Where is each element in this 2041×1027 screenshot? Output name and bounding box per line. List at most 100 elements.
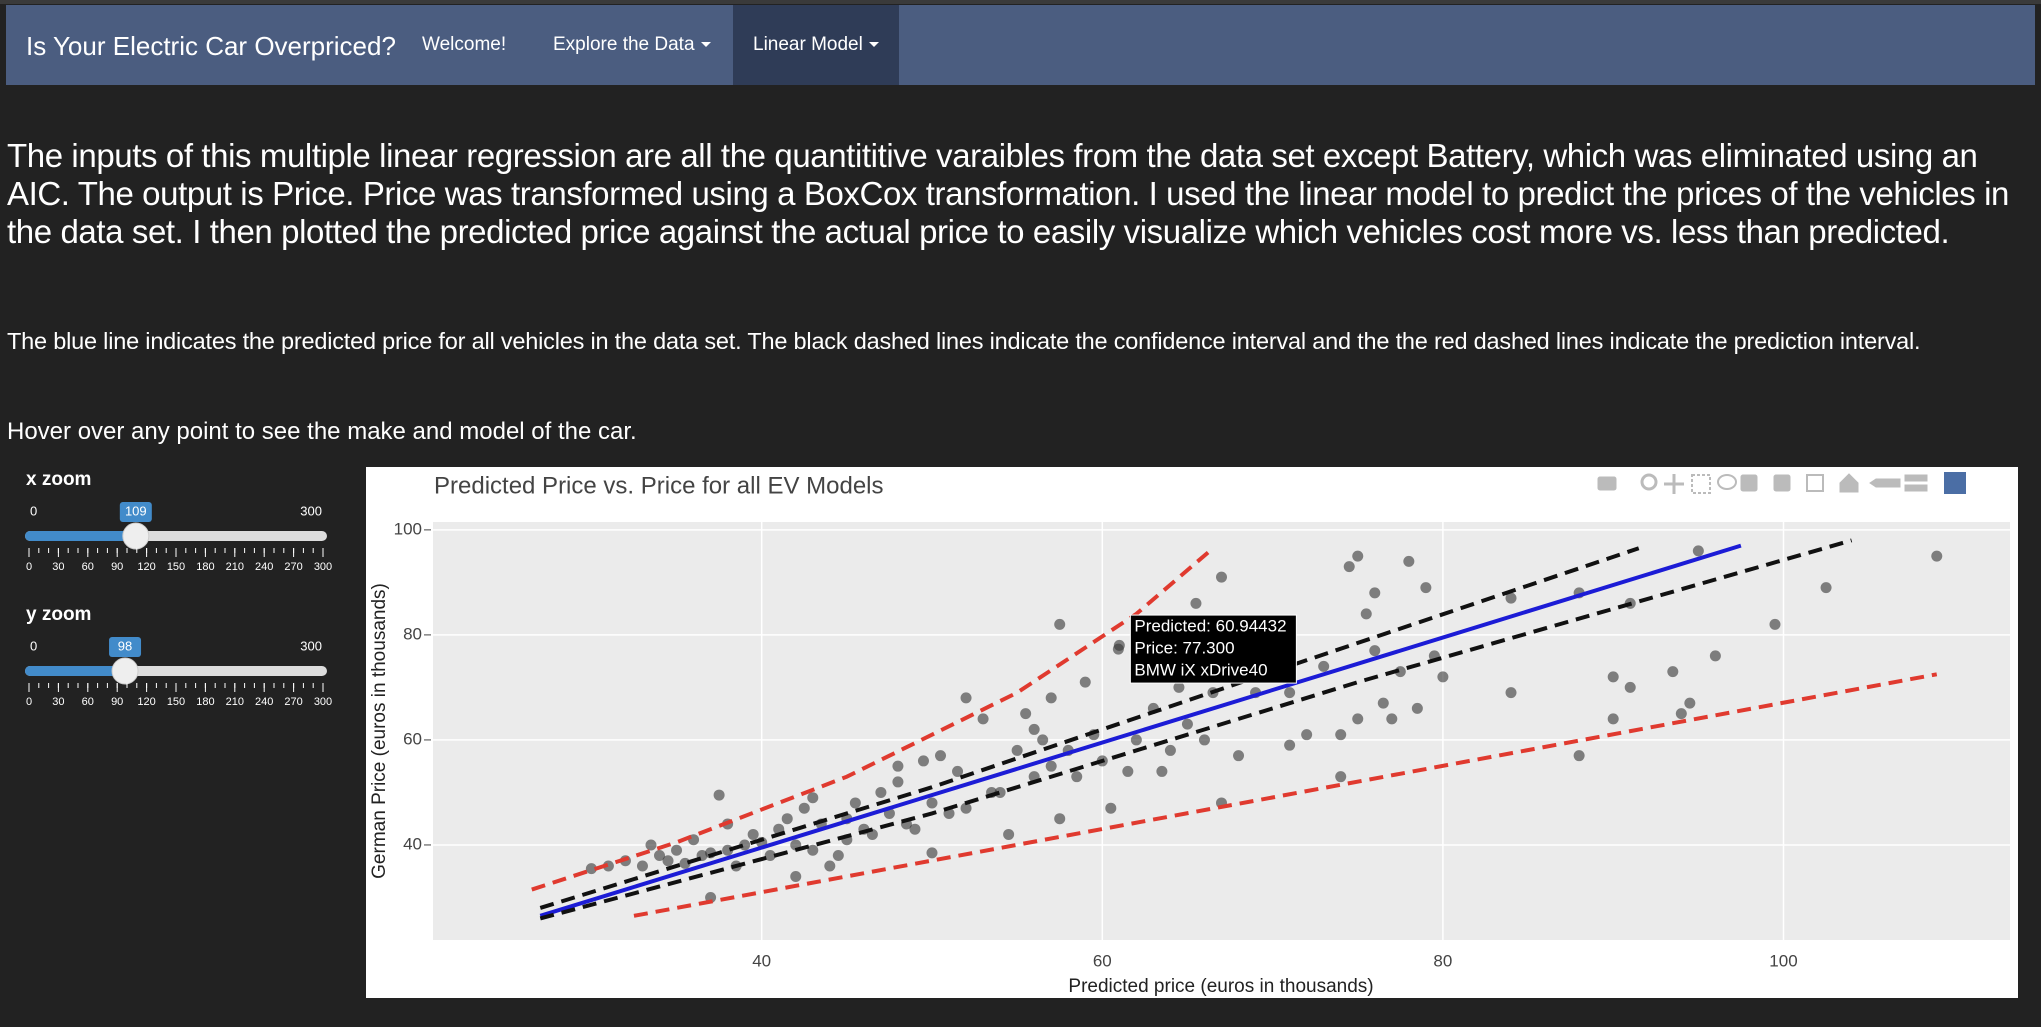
point[interactable] (747, 828, 759, 840)
point[interactable] (807, 844, 819, 856)
point[interactable] (1054, 618, 1066, 630)
point[interactable] (1028, 723, 1040, 735)
point[interactable] (790, 870, 802, 882)
point[interactable] (960, 802, 972, 814)
point[interactable] (1505, 592, 1517, 604)
point[interactable] (1122, 765, 1134, 777)
point[interactable] (1335, 729, 1347, 741)
point[interactable] (654, 849, 666, 861)
hover-icon[interactable] (1904, 484, 1928, 492)
point[interactable] (977, 713, 989, 725)
point[interactable] (1505, 687, 1517, 699)
point[interactable] (917, 755, 929, 767)
point[interactable] (892, 776, 904, 788)
point[interactable] (1403, 555, 1415, 567)
point[interactable] (713, 789, 725, 801)
point[interactable] (1045, 760, 1057, 772)
point[interactable] (1607, 713, 1619, 725)
point[interactable] (1045, 692, 1057, 704)
point[interactable] (585, 863, 597, 875)
point[interactable] (909, 823, 921, 835)
zoom-out-icon[interactable] (1773, 474, 1791, 492)
point[interactable] (824, 860, 836, 872)
nav-label[interactable]: Welcome! (422, 34, 507, 55)
plotly-logo[interactable] (1944, 472, 1966, 494)
slider[interactable]: x zoom 0 300 109 0 30 60 90 120 150 180 210 240 270 30… (25, 469, 332, 573)
nav-item[interactable]: Linear Model (733, 5, 899, 85)
point[interactable] (1079, 676, 1091, 688)
point[interactable] (1820, 582, 1832, 594)
point[interactable] (1684, 697, 1696, 709)
camera-icon[interactable] (1597, 476, 1617, 491)
point[interactable] (1233, 750, 1245, 762)
slider[interactable]: y zoom 0 300 98 0 30 60 90 120 150 180 210 240 270 300 (25, 604, 332, 708)
select-icon[interactable] (1691, 474, 1711, 494)
point[interactable] (875, 786, 887, 798)
nav-item[interactable]: Explore the Data (533, 5, 731, 85)
point[interactable] (671, 844, 683, 856)
point[interactable] (1105, 802, 1117, 814)
point[interactable] (1301, 729, 1313, 741)
point[interactable] (1037, 734, 1049, 746)
slider-handle[interactable] (122, 522, 150, 550)
point[interactable] (1769, 618, 1781, 630)
point[interactable] (926, 847, 938, 859)
zoom-in-icon[interactable] (1740, 474, 1758, 492)
hover-icon[interactable] (1904, 474, 1928, 482)
point[interactable] (1011, 744, 1023, 756)
point[interactable] (1054, 813, 1066, 825)
point[interactable] (1156, 765, 1168, 777)
point[interactable] (935, 750, 947, 762)
point[interactable] (1164, 744, 1176, 756)
point[interactable] (1020, 708, 1032, 720)
point[interactable] (1573, 750, 1585, 762)
point[interactable] (960, 692, 972, 704)
point[interactable] (1437, 671, 1449, 683)
point[interactable] (1284, 687, 1296, 699)
point[interactable] (1692, 545, 1704, 557)
nav-label[interactable]: Explore the Data (553, 34, 695, 55)
point[interactable] (1667, 666, 1679, 678)
point[interactable] (1369, 645, 1381, 657)
point[interactable] (1360, 608, 1372, 620)
nav-item[interactable]: Welcome! (402, 5, 526, 85)
point[interactable] (636, 860, 648, 872)
point[interactable] (926, 797, 938, 809)
point[interactable] (1173, 681, 1185, 693)
pan-icon[interactable] (1664, 474, 1684, 494)
point[interactable] (1216, 571, 1227, 583)
point[interactable] (1411, 702, 1423, 714)
point[interactable] (1181, 718, 1193, 730)
slider-handle[interactable] (111, 657, 139, 685)
point[interactable] (1709, 650, 1721, 662)
point[interactable] (807, 792, 819, 804)
point[interactable] (1130, 734, 1142, 746)
point[interactable] (645, 839, 657, 851)
point[interactable] (798, 802, 810, 814)
point[interactable] (1335, 771, 1347, 783)
point[interactable] (1377, 697, 1389, 709)
point[interactable] (1343, 561, 1355, 573)
point[interactable] (1003, 828, 1015, 840)
point[interactable] (602, 860, 614, 872)
point[interactable] (1318, 660, 1330, 672)
point[interactable] (1198, 734, 1210, 746)
point[interactable] (1931, 550, 1943, 562)
point[interactable] (832, 849, 844, 861)
point[interactable] (952, 765, 964, 777)
autoscale-icon[interactable] (1806, 474, 1824, 492)
reset-icon[interactable] (1839, 473, 1859, 493)
point[interactable] (1190, 597, 1202, 609)
point[interactable] (764, 849, 776, 861)
brand[interactable]: Is Your Electric Car Overpriced? (26, 31, 396, 61)
point[interactable] (892, 760, 904, 772)
point[interactable] (1352, 713, 1364, 725)
point[interactable] (1352, 550, 1364, 562)
nav-label[interactable]: Linear Model (753, 34, 863, 55)
point[interactable] (662, 855, 674, 867)
point[interactable] (1112, 643, 1124, 655)
point[interactable] (1369, 587, 1381, 599)
point[interactable] (781, 813, 793, 825)
point[interactable] (1624, 681, 1636, 693)
point[interactable] (1386, 713, 1398, 725)
